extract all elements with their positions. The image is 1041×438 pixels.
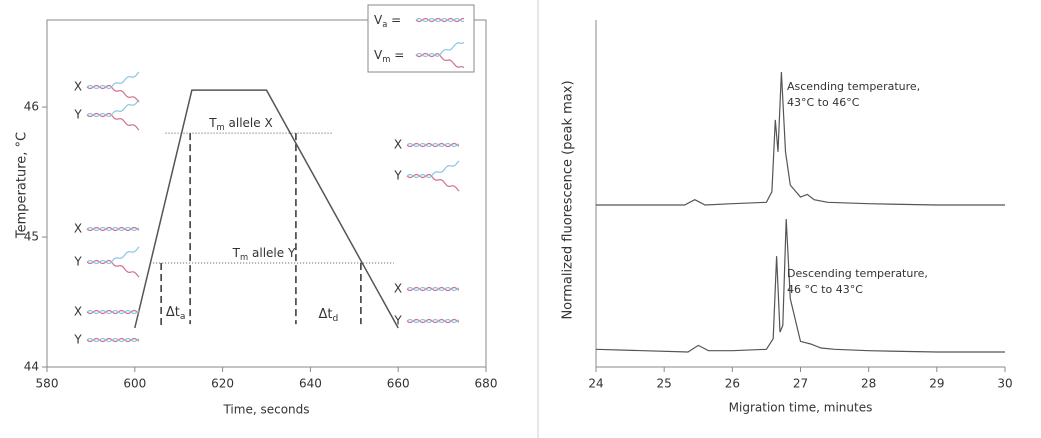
sub-label: Vm = bbox=[374, 48, 404, 64]
strand bbox=[415, 17, 465, 23]
strand-label: Y bbox=[393, 314, 402, 328]
label-main: V bbox=[374, 48, 383, 62]
strand bbox=[406, 318, 460, 324]
sub-label: Δtd bbox=[319, 307, 339, 324]
strand bbox=[86, 337, 140, 343]
label-sub: d bbox=[333, 314, 339, 324]
x-tick-label: 28 bbox=[861, 377, 876, 391]
label-after: = bbox=[387, 13, 401, 27]
strand-label: Y bbox=[393, 169, 402, 183]
label-main: Δt bbox=[166, 305, 180, 320]
x-axis-label: Migration time, minutes bbox=[729, 401, 873, 415]
x-axis-label: Time, seconds bbox=[222, 403, 309, 417]
trace-annotation: 46 °C to 43°C bbox=[787, 283, 863, 296]
strand bbox=[86, 259, 140, 278]
strand bbox=[86, 309, 140, 315]
strand-label: X bbox=[394, 282, 402, 296]
strand bbox=[406, 173, 460, 192]
x-tick-label: 640 bbox=[299, 377, 322, 391]
strand bbox=[86, 84, 140, 103]
label-sub: a bbox=[382, 19, 387, 29]
x-tick-label: 660 bbox=[387, 377, 410, 391]
strand bbox=[415, 41, 465, 58]
strand bbox=[86, 226, 140, 232]
strand bbox=[406, 286, 460, 292]
strand bbox=[86, 309, 140, 315]
label-sub: m bbox=[240, 252, 248, 262]
legend-box bbox=[367, 4, 475, 73]
x-tick-label: 680 bbox=[475, 377, 498, 391]
y-tick-label: 46 bbox=[24, 100, 39, 114]
x-tick-label: 580 bbox=[36, 377, 59, 391]
trace bbox=[595, 218, 1005, 353]
y-axis-label: Normalized fluorescence (peak max) bbox=[561, 80, 576, 319]
sub-label: Tm allele Y bbox=[232, 246, 296, 262]
label-sub: a bbox=[180, 312, 186, 322]
sub-label: Δta bbox=[166, 305, 186, 322]
y-tick-label: 45 bbox=[24, 230, 39, 244]
x-tick-label: 620 bbox=[211, 377, 234, 391]
trace-annotation: Descending temperature, bbox=[787, 267, 928, 280]
strand-label: Y bbox=[73, 255, 82, 269]
strand bbox=[406, 142, 460, 148]
y-tick-label: 44 bbox=[24, 360, 39, 374]
label-after: = bbox=[390, 48, 404, 62]
label-main: V bbox=[374, 13, 383, 27]
strand bbox=[406, 160, 460, 179]
x-tick-label: 29 bbox=[929, 377, 944, 391]
strand-label: X bbox=[74, 305, 82, 319]
trace-annotation: Ascending temperature, bbox=[787, 80, 920, 93]
strand-label: X bbox=[74, 222, 82, 236]
strand bbox=[86, 226, 140, 232]
sub-label: Tm allele X bbox=[208, 116, 273, 132]
strand bbox=[86, 71, 140, 90]
label-sub: m bbox=[382, 54, 390, 64]
strand bbox=[86, 99, 140, 118]
label-main: T bbox=[232, 246, 241, 260]
strand bbox=[406, 142, 460, 148]
strand bbox=[86, 337, 140, 343]
label-main: T bbox=[208, 116, 217, 130]
x-tick-label: 24 bbox=[588, 377, 603, 391]
strand-label: Y bbox=[73, 333, 82, 347]
label-after: allele Y bbox=[248, 246, 296, 260]
strand bbox=[86, 246, 140, 265]
temperature-line bbox=[134, 89, 399, 329]
x-tick-label: 25 bbox=[657, 377, 672, 391]
label-main: Δt bbox=[319, 307, 333, 322]
x-tick-label: 600 bbox=[123, 377, 146, 391]
y-axis-label: Temperature, °C bbox=[15, 132, 30, 239]
strand bbox=[86, 112, 140, 131]
x-tick-label: 30 bbox=[997, 377, 1012, 391]
strand-label: X bbox=[74, 80, 82, 94]
trace bbox=[596, 71, 1005, 206]
label-after: allele X bbox=[225, 116, 273, 130]
strand bbox=[406, 286, 460, 292]
plot-frame bbox=[46, 19, 487, 368]
x-tick-label: 26 bbox=[725, 377, 740, 391]
strand-label: Y bbox=[73, 108, 82, 122]
sub-label: Va = bbox=[374, 13, 401, 29]
label-sub: m bbox=[217, 122, 225, 132]
x-tick-label: 27 bbox=[793, 377, 808, 391]
strand bbox=[415, 52, 465, 69]
trace-annotation: 43°C to 46°C bbox=[787, 96, 860, 109]
strand bbox=[406, 318, 460, 324]
strand-label: X bbox=[394, 138, 402, 152]
strand bbox=[415, 17, 465, 23]
